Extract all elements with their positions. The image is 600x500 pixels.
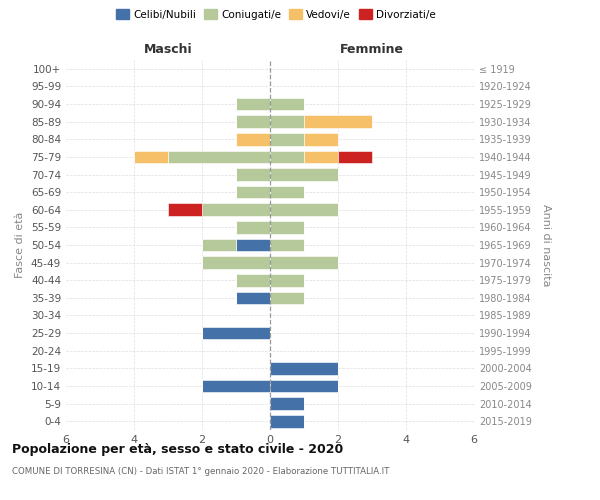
Text: COMUNE DI TORRESINA (CN) - Dati ISTAT 1° gennaio 2020 - Elaborazione TUTTITALIA.: COMUNE DI TORRESINA (CN) - Dati ISTAT 1°… <box>12 468 389 476</box>
Y-axis label: Anni di nascita: Anni di nascita <box>541 204 551 286</box>
Bar <box>270 397 304 410</box>
Bar <box>270 133 304 145</box>
Bar <box>202 256 270 269</box>
Bar <box>270 256 338 269</box>
Bar <box>270 274 304 286</box>
Bar <box>270 292 304 304</box>
Bar <box>304 133 338 145</box>
Bar <box>236 238 270 252</box>
Bar <box>168 204 202 216</box>
Text: Maschi: Maschi <box>143 44 193 57</box>
Bar <box>270 204 338 216</box>
Bar <box>202 327 270 340</box>
Legend: Celibi/Nubili, Coniugati/e, Vedovi/e, Divorziati/e: Celibi/Nubili, Coniugati/e, Vedovi/e, Di… <box>112 5 440 24</box>
Y-axis label: Fasce di età: Fasce di età <box>16 212 25 278</box>
Text: Femmine: Femmine <box>340 44 404 57</box>
Bar <box>202 204 270 216</box>
Bar <box>236 98 270 110</box>
Bar <box>270 116 304 128</box>
Bar <box>304 150 338 163</box>
Bar <box>304 116 372 128</box>
Bar <box>236 133 270 145</box>
Bar <box>270 168 338 181</box>
Bar <box>270 221 304 234</box>
Bar <box>270 98 304 110</box>
Bar <box>202 238 236 252</box>
Bar <box>236 116 270 128</box>
Bar <box>168 150 270 163</box>
Bar <box>236 186 270 198</box>
Bar <box>270 380 338 392</box>
Bar <box>270 415 304 428</box>
Bar <box>270 362 338 374</box>
Bar <box>236 221 270 234</box>
Bar <box>236 168 270 181</box>
Bar <box>270 238 304 252</box>
Bar <box>236 274 270 286</box>
Bar <box>270 150 304 163</box>
Bar <box>202 380 270 392</box>
Bar <box>338 150 372 163</box>
Bar <box>236 292 270 304</box>
Text: Popolazione per età, sesso e stato civile - 2020: Popolazione per età, sesso e stato civil… <box>12 442 343 456</box>
Bar <box>134 150 168 163</box>
Bar <box>270 186 304 198</box>
